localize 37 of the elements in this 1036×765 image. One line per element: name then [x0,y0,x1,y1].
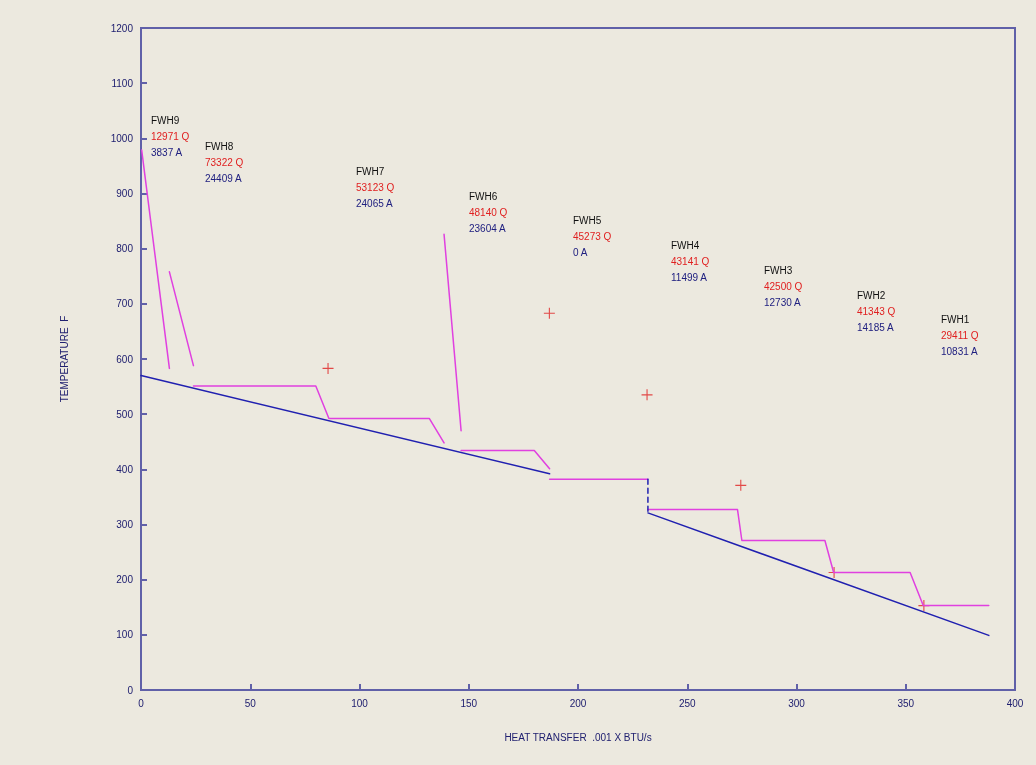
y-tick-label: 800 [116,243,134,255]
y-tick-label: 600 [116,353,134,365]
point [322,362,334,374]
annotation: FWH1 29411 Q 10831 A [941,313,979,357]
annotation: FWH5 45273 Q 0 A [573,214,612,258]
y-tick-label: 1000 [110,132,134,144]
annotation: FWH9 12971 Q 3837 A [151,114,190,158]
x-tick-label: 200 [569,697,587,709]
x-axis-title: HEAT TRANSFER .001 X BTU/s [504,731,652,743]
y-tick-label: 100 [116,629,134,641]
x-tick-label: 250 [678,697,697,709]
annotation: FWH3 42500 Q 12730 A [764,264,803,308]
y-tick-label: 1200 [110,22,134,34]
y-tick-label: 700 [116,298,134,310]
y-tick-label: 0 [127,684,134,696]
point [641,389,653,401]
y-tick-label: 200 [116,574,134,586]
y-tick-label: 400 [116,463,134,475]
annotation: FWH6 48140 Q 23604 A [469,190,508,234]
point [735,479,747,491]
x-tick-label: 300 [788,697,806,709]
y-tick-label: 900 [116,188,134,199]
x-tick-label: 100 [351,697,369,709]
annotation: FWH7 53123 Q 24065 A [356,165,395,209]
annotation: FWH8 73322 Q 24409 A [205,140,244,184]
y-axis-title: TEMPERATURE F [58,315,70,403]
x-tick-label: 150 [460,697,478,709]
x-tick-label: 50 [244,697,257,709]
y-tick-label: 300 [116,519,134,530]
annotation: FWH2 41343 Q 14185 A [857,289,896,333]
x-tick-label: 350 [897,697,915,709]
x-tick-label: 400 [1006,697,1024,709]
x-tick-label: 0 [138,697,145,709]
y-tick-label: 500 [116,408,134,420]
y-tick-label: 1100 [111,77,134,89]
point [543,307,555,319]
annotation: FWH4 43141 Q 11499 A [671,239,710,283]
